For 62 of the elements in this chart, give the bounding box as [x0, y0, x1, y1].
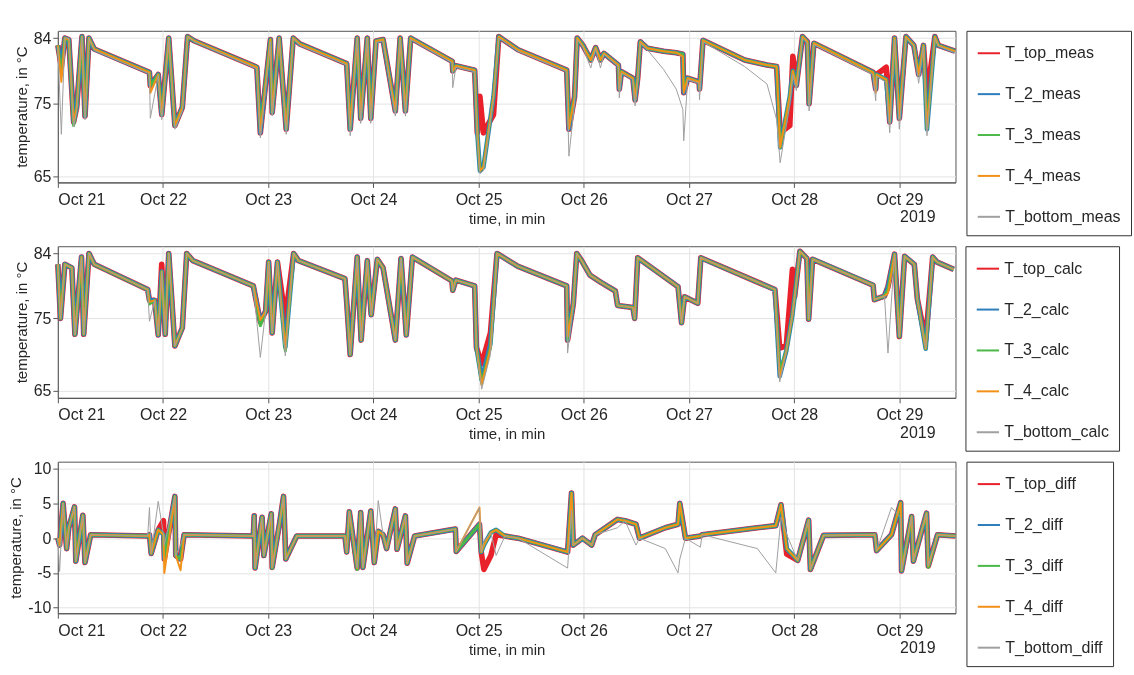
y-tick-label: -10 [28, 599, 52, 617]
y-axis-title: temperature, in °C [12, 261, 30, 384]
x-tick-label: Oct 22 [140, 406, 188, 424]
y-tick-label: -5 [37, 564, 52, 582]
x-tick-label: Oct 23 [245, 621, 293, 639]
legend-label: T_bottom_diff [1005, 638, 1104, 657]
legend-label: T_4_diff [1005, 597, 1064, 616]
x-tick-label: Oct 29 [876, 406, 924, 424]
x-tick-label: Oct 25 [455, 190, 503, 208]
x-tick-label: Oct 29 [876, 621, 924, 639]
x-tick-label: Oct 21 [58, 190, 106, 208]
x-tick-label: Oct 21 [58, 406, 106, 424]
x-tick-label: Oct 27 [666, 406, 714, 424]
x-tick-label: Oct 28 [771, 621, 819, 639]
y-axis-title: temperature, in °C [12, 46, 30, 168]
legend-label: T_bottom_meas [1005, 207, 1121, 226]
legend-label: T_4_calc [1004, 382, 1070, 401]
x-tick-label: Oct 24 [350, 621, 398, 639]
legend-label: T_4_meas [1005, 166, 1081, 185]
y-tick-label: 65 [33, 168, 52, 186]
legend-label: T_3_meas [1005, 126, 1081, 145]
legend-label: T_bottom_calc [1004, 423, 1109, 442]
legend-label: T_3_diff [1005, 556, 1064, 575]
x-tick-label: Oct 24 [350, 406, 398, 424]
legend-label: T_3_calc [1004, 341, 1070, 360]
x-tick-label: Oct 25 [455, 406, 503, 424]
y-tick-label: 10 [33, 460, 52, 478]
x-tick-label: Oct 22 [140, 621, 188, 639]
text: T_2_calc [1004, 300, 1070, 319]
x-tick-label: Oct 28 [771, 190, 819, 208]
x-tick-label: Oct 23 [245, 190, 293, 208]
x-axis-title: time, in min [468, 209, 546, 227]
y-tick-label: 0 [42, 529, 52, 547]
x-tick-label: Oct 26 [560, 621, 608, 639]
x-tick-label: Oct 29 [876, 190, 924, 208]
legend-label: T_top_meas [1005, 44, 1094, 63]
y-tick-label: 75 [33, 95, 52, 113]
x-tick-label: Oct 26 [560, 406, 608, 424]
x-axis-title: time, in min [468, 425, 546, 443]
text: T_2_diff [1005, 515, 1064, 534]
text: 2019 [900, 639, 936, 657]
y-tick-label: 65 [33, 382, 52, 400]
x-tick-label: Oct 24 [350, 190, 398, 208]
y-axis-title: temperature, in °C [7, 477, 25, 599]
x-tick-label: Oct 26 [560, 190, 608, 208]
x-axis-title: time, in min [468, 640, 546, 658]
text: T_top_calc [1004, 259, 1083, 278]
y-tick-label: 5 [42, 494, 52, 512]
x-tick-label: Oct 22 [140, 190, 188, 208]
text: 2019 [900, 423, 936, 441]
x-tick-label: Oct 21 [58, 621, 106, 639]
text: T_top_diff [1005, 475, 1077, 494]
y-tick-label: 84 [33, 244, 52, 262]
y-tick-label: 84 [33, 29, 52, 47]
y-tick-label: 75 [33, 309, 52, 327]
x-tick-label: Oct 28 [771, 406, 819, 424]
text: 2019 [900, 208, 936, 226]
x-tick-label: Oct 23 [245, 406, 293, 424]
x-tick-label: Oct 27 [666, 190, 714, 208]
x-tick-label: Oct 25 [455, 621, 503, 639]
legend-label: T_2_meas [1005, 85, 1081, 104]
x-tick-label: Oct 27 [666, 621, 714, 639]
